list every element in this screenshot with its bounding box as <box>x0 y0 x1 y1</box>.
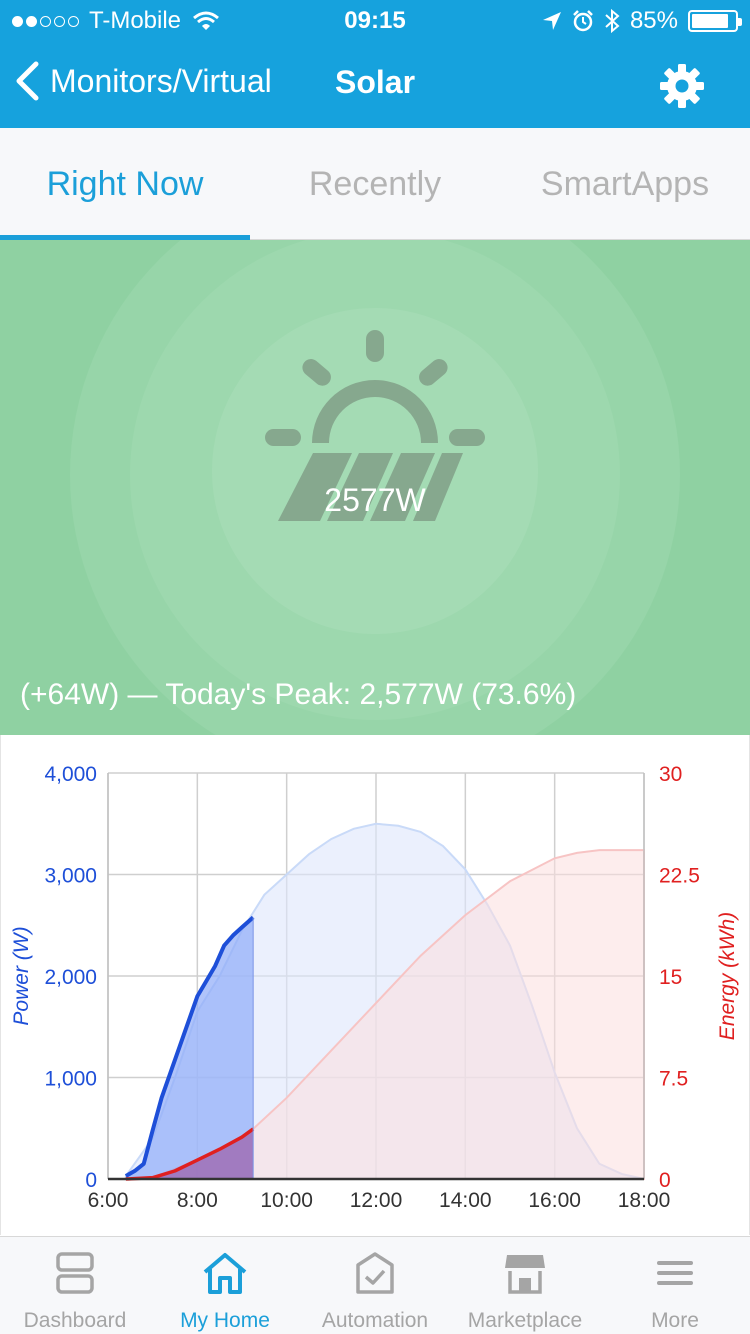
status-bar: T-Mobile 09:15 85% <box>0 0 750 40</box>
x-tick-label: 6:00 <box>88 1189 129 1212</box>
left-tick-label: 3,000 <box>44 865 97 888</box>
bottom-tab-bar: Dashboard My Home Automation Marketplace… <box>0 1236 750 1334</box>
wifi-icon <box>193 11 219 30</box>
status-left: T-Mobile <box>12 7 219 35</box>
left-tick-label: 4,000 <box>44 763 97 786</box>
x-tick-label: 18:00 <box>618 1189 671 1212</box>
left-axis-title: Power (W) <box>10 926 33 1025</box>
dashboard-icon <box>56 1252 94 1294</box>
battery-percent: 85% <box>629 7 678 34</box>
status-time: 09:15 <box>344 7 406 34</box>
tab-smartapps[interactable]: SmartApps <box>540 165 710 203</box>
left-tick-label: 2,000 <box>44 966 97 989</box>
menu-icon <box>657 1261 693 1285</box>
right-tick-label: 0 <box>659 1169 671 1192</box>
right-axis-title: Energy (kWh) <box>716 912 739 1040</box>
signal-dot <box>68 15 79 27</box>
solar-status-panel[interactable] <box>0 240 750 735</box>
left-tick-label: 1,000 <box>44 1068 97 1091</box>
left-tick-label: 0 <box>85 1169 97 1192</box>
x-tick-label: 12:00 <box>350 1189 403 1212</box>
signal-icon <box>12 15 79 27</box>
page-title: Solar <box>335 64 416 100</box>
carrier-label: T-Mobile <box>89 7 182 34</box>
battery-fill <box>692 14 728 28</box>
signal-dot <box>12 15 23 27</box>
tab-recently[interactable]: Recently <box>308 165 442 203</box>
battery-tip <box>738 18 742 26</box>
chevron-left-icon <box>16 61 39 101</box>
marketplace-icon <box>505 1255 545 1294</box>
home-icon <box>203 1253 247 1294</box>
battery-icon <box>688 10 742 32</box>
tabbar-marketplace[interactable]: Marketplace <box>450 1237 600 1334</box>
location-arrow-icon <box>542 12 561 30</box>
tabbar-dashboard[interactable]: Dashboard <box>0 1237 150 1334</box>
chart-svg: 6:00 8:00 10:00 12:00 14:00 16:00 18:0001,0002… <box>10 763 739 1212</box>
x-tick-label: 16:00 <box>528 1189 581 1212</box>
bluetooth-icon <box>605 9 620 33</box>
power-energy-chart: 6:00 8:00 10:00 12:00 14:00 16:00 18:00 0 1,000 2… <box>0 735 750 1235</box>
x-tick-label: 10:00 <box>260 1189 313 1212</box>
tabbar-label: My Home <box>180 1309 270 1332</box>
tabbar-label: Marketplace <box>467 1309 583 1332</box>
x-tick-label: 14:00 <box>439 1189 492 1212</box>
right-tick-label: 30 <box>659 763 682 786</box>
x-tick-label: 8:00 <box>177 1189 218 1212</box>
tabbar-automation[interactable]: Automation <box>300 1237 450 1334</box>
tabbar-label: Automation <box>321 1309 429 1332</box>
status-right: 85% <box>542 7 742 35</box>
energy-today-area <box>125 1128 254 1179</box>
tabbar-label: Dashboard <box>23 1309 127 1332</box>
back-label: Monitors/Virtual <box>50 62 272 99</box>
automation-icon <box>356 1252 394 1294</box>
nav-bar: Monitors/Virtual Solar <box>0 40 750 128</box>
right-tick-label: 7.5 <box>659 1068 688 1091</box>
tab-indicator <box>0 235 250 240</box>
signal-dot <box>40 15 51 27</box>
alarm-icon <box>573 10 593 32</box>
energy-today-line <box>125 1127 255 1181</box>
gear-icon[interactable] <box>658 62 706 110</box>
back-button[interactable]: Monitors/Virtual <box>14 60 272 102</box>
tabbar-label: More <box>651 1309 699 1332</box>
tab-right-now[interactable]: Right Now <box>46 165 204 203</box>
power-today-line <box>124 915 255 1178</box>
right-tick-label: 15 <box>659 966 682 989</box>
solar-panel-icon <box>265 330 485 521</box>
peak-summary: (+64W) — Today's Peak: 2,577W (73.6%) <box>20 678 577 711</box>
tabbar-more[interactable]: More <box>600 1237 750 1334</box>
signal-dot <box>54 15 65 27</box>
signal-dot <box>26 15 37 27</box>
current-power-value: 2577W <box>324 482 426 518</box>
right-tick-label: 22.5 <box>659 865 700 888</box>
tabbar-my-home[interactable]: My Home <box>150 1237 300 1334</box>
app-header: T-Mobile 09:15 85% <box>0 0 750 128</box>
segment-tabs: Right Now Recently SmartApps <box>0 128 750 240</box>
